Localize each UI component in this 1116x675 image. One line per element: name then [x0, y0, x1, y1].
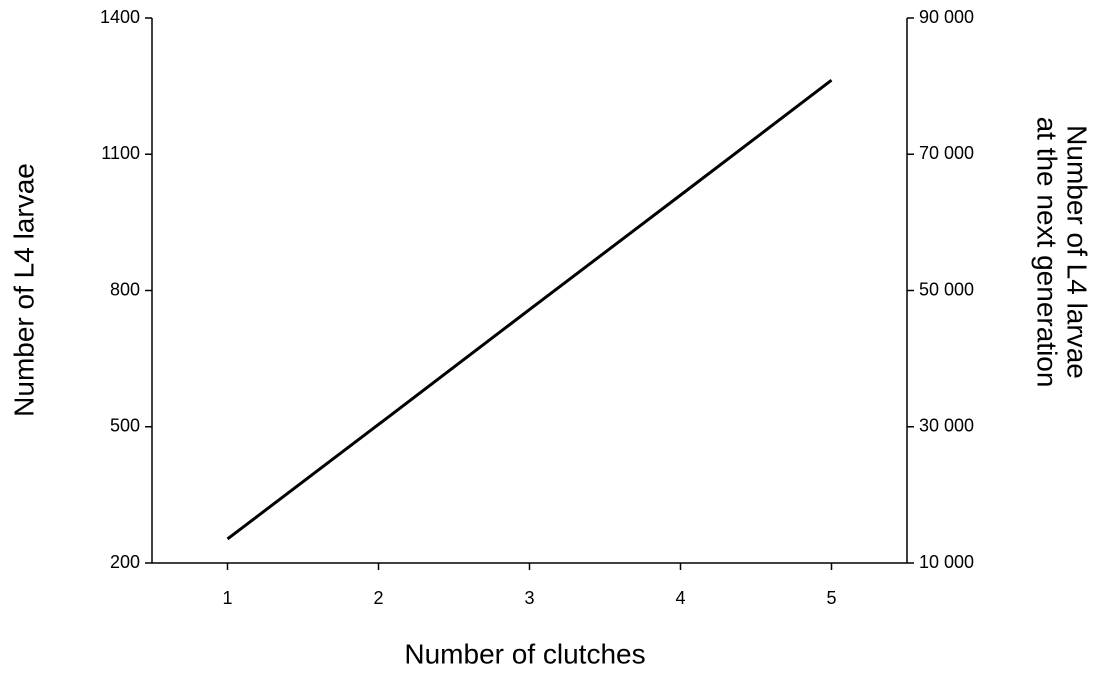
x-axis-label: Number of clutches: [404, 638, 645, 669]
x-tick-label: 4: [675, 588, 685, 608]
y2-axis-label: Number of L4 larvae: [1062, 125, 1093, 379]
y2-tick-label: 50 000: [919, 279, 974, 299]
y-tick-label: 1400: [100, 7, 140, 27]
y2-axis-label: at the next generation: [1032, 117, 1063, 388]
x-tick-label: 3: [524, 588, 534, 608]
y2-tick-label: 10 000: [919, 552, 974, 572]
y2-tick-label: 30 000: [919, 416, 974, 436]
y2-tick-label: 90 000: [919, 7, 974, 27]
line: [226, 79, 833, 541]
y-axis-label: Number of L4 larvae: [8, 163, 39, 417]
y-tick-label: 200: [110, 552, 140, 572]
y-tick-label: 1100: [101, 143, 140, 163]
y-tick-label: 500: [110, 416, 140, 436]
x-tick-label: 5: [826, 588, 836, 608]
y2-tick-label: 70 000: [919, 143, 974, 163]
x-tick-label: 2: [373, 588, 383, 608]
x-tick-label: 1: [222, 588, 232, 608]
y-tick-label: 800: [110, 279, 140, 299]
